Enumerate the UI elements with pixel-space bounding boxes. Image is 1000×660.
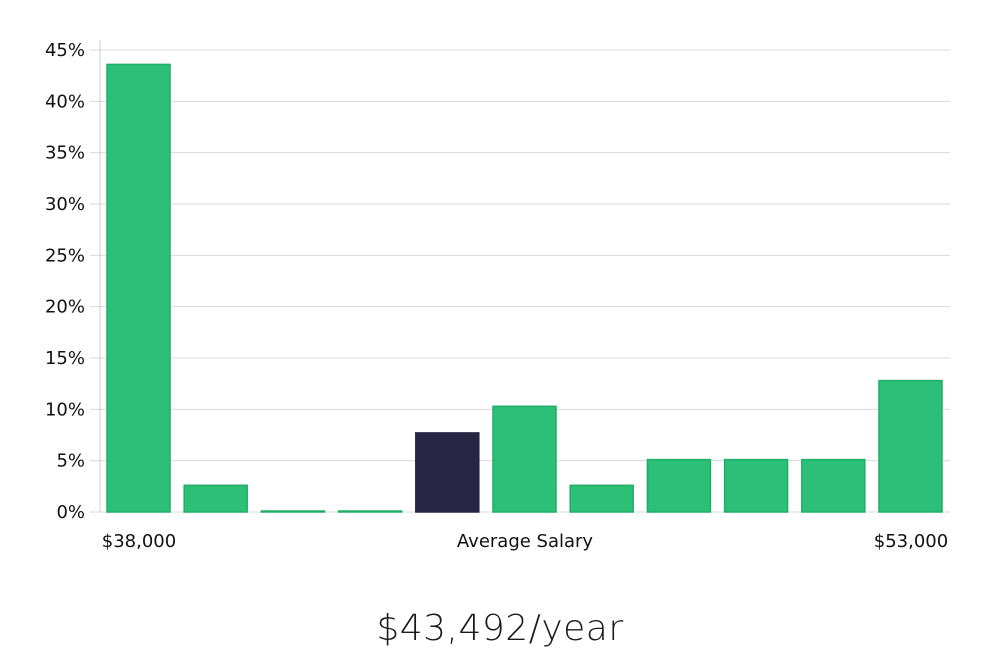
average-salary-value: $43,492/year [376,608,624,649]
bar [337,510,403,513]
x-min-label: $38,000 [102,531,176,552]
y-tick-label: 15% [45,348,85,369]
bar [569,484,634,513]
y-tick-label: 25% [45,245,85,266]
bar [801,458,866,513]
grid-lines [90,49,950,513]
bar [106,63,171,513]
y-tick-label: 30% [45,194,85,215]
bar [878,379,943,513]
bar [183,484,248,513]
bars [106,63,943,513]
bar [723,458,789,513]
salary-histogram: 0% 5% 10% 15% 20% 25% 30% 35% 40% 45% $38,000 Ave… [45,40,950,552]
bar [492,405,557,513]
bar [646,458,712,513]
bar-average-salary [415,432,480,513]
x-axis-title: Average Salary [457,531,594,552]
y-tick-label: 20% [45,297,85,318]
y-tick-label: 10% [45,399,85,420]
y-tick-label: 35% [45,143,85,164]
y-tick-label: 40% [45,91,85,112]
bar [260,510,326,513]
y-tick-label: 45% [45,40,85,61]
y-tick-label: 5% [56,451,85,472]
y-axis-ticks: 0% 5% 10% 15% 20% 25% 30% 35% 40% 45% [45,40,85,523]
x-max-label: $53,000 [874,531,948,552]
y-tick-label: 0% [56,502,85,523]
